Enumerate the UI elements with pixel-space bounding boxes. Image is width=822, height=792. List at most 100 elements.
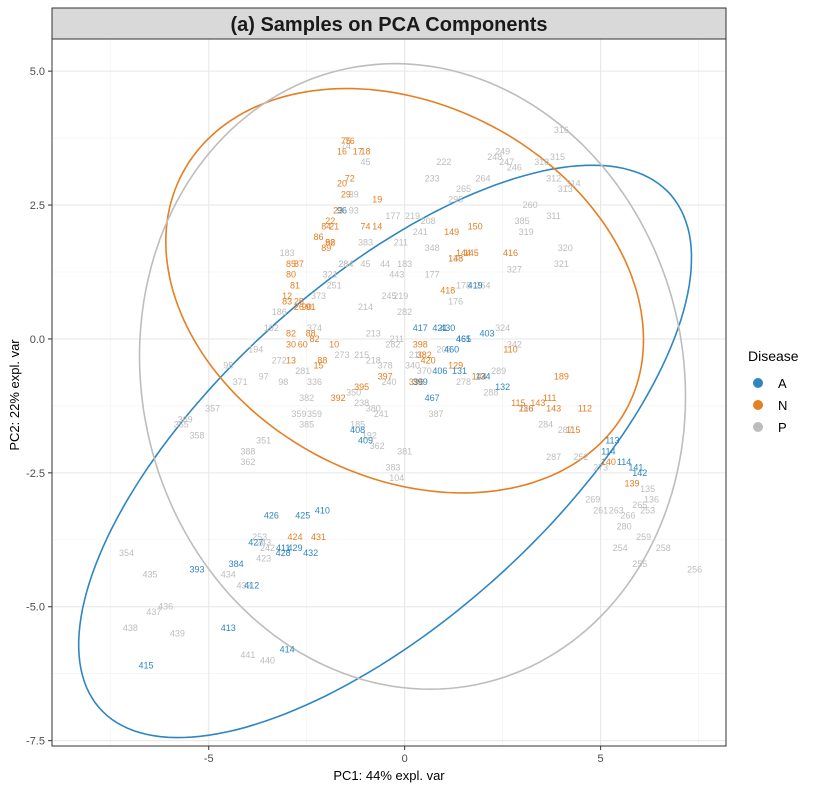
legend-key-N [753,400,763,410]
point-label-P: 443 [389,270,404,280]
point-label-N: 418 [440,286,455,296]
point-label-N: 149 [444,227,459,237]
point-label-N: 26 [294,302,304,312]
point-label-A: 428 [276,548,291,558]
legend-key-A [753,378,763,388]
point-label-P: 434 [221,570,236,580]
point-label-A: 412 [244,580,259,590]
point-label-P: 248 [487,152,502,162]
point-label-P: 264 [475,173,490,183]
point-label-A: 403 [479,329,494,339]
point-label-A: 432 [303,548,318,558]
point-label-P: 312 [546,173,561,183]
point-label-N: 144 [456,248,471,258]
plot-background [52,39,726,746]
point-label-P: 351 [256,436,271,446]
point-label-P: 385 [299,420,314,430]
point-label-A: 132 [495,382,510,392]
point-label-P: 269 [585,495,600,505]
point-label-N: 60 [298,339,308,349]
point-label-N: 30 [286,339,296,349]
point-label-P: 260 [523,200,538,210]
point-label-N: 148 [448,254,463,264]
point-label-N: 424 [287,532,302,542]
legend-title: Disease [748,348,799,364]
point-label-N: 90 [302,302,312,312]
point-label-P: 284 [338,259,353,269]
point-label-P: 208 [436,345,451,355]
legend-label-P: P [778,420,787,435]
point-label-P: 194 [248,345,263,355]
point-label-P: 210 [409,350,424,360]
x-axis-title: PC1: 44% expl. var [333,768,445,783]
point-label-A: 429 [287,543,302,553]
point-label-P: 273 [334,350,349,360]
point-label-P: 287 [546,452,561,462]
gridlines [52,39,726,746]
point-label-P: 369 [178,414,193,424]
point-label-P: 249 [495,147,510,157]
point-label-P: 95 [223,361,233,371]
ellipse-N [164,87,645,494]
point-label-P: 440 [260,655,275,665]
point-label-N: 397 [378,371,393,381]
point-label-P: 350 [346,388,361,398]
point-label-P: 362 [240,457,255,467]
point-label-N: 18 [360,147,370,157]
y-tick-label: 0.0 [30,334,45,346]
point-label-P: 278 [456,377,471,387]
point-label-N: 82 [309,334,319,344]
point-label-N: 21 [329,222,339,232]
point-label-N: 189 [554,371,569,381]
point-label-P: 358 [189,430,204,440]
point-label-N: 15 [313,361,323,371]
point-label-P: 218 [366,355,381,365]
point-label-A: 393 [189,564,204,574]
point-label-A: 413 [221,623,236,633]
point-label-P: 233 [425,173,440,183]
point-label-N: 88 [306,329,316,339]
point-label-P: 321 [323,270,338,280]
point-label-A: 113 [605,436,619,446]
point-label-N: 14 [372,222,382,232]
point-label-N: 85 [286,259,296,269]
point-label-N: 416 [503,248,518,258]
point-label-P: 261 [593,505,608,515]
y-tick-label: 2.5 [30,200,45,212]
point-label-A: 465 [456,334,471,344]
point-label-P: 357 [205,404,220,414]
point-label-N: 82 [286,329,296,339]
point-label-P: 311 [546,211,560,221]
point-label-P: 385 [515,216,530,226]
point-label-P: 289 [491,366,506,376]
point-label-N: 19 [372,195,382,205]
point-label-P: 44 [380,259,390,269]
point-label-P: 185 [350,420,365,430]
ellipse-A [77,164,693,739]
point-label-P: 45 [360,259,370,269]
point-label-P: 295 [448,195,463,205]
point-label-P: 359 [307,409,322,419]
point-label-P: 433 [236,580,251,590]
point-label-A: 114 [601,446,615,456]
point-label-P: 348 [425,243,440,253]
point-label-N: 16 [337,147,347,157]
point-label-A: 461 [456,334,471,344]
point-label-N: 91 [306,302,316,312]
point-label-A: 410 [315,505,330,515]
x-tick-label: 0 [402,753,408,765]
point-label-P: 259 [636,532,651,542]
point-label-P: 93 [349,205,359,215]
point-label-P: 313 [558,184,573,194]
point-label-N: 23 [333,205,343,215]
point-label-P: 272 [272,355,287,365]
point-label-P: 219 [393,291,408,301]
point-label-N: 396 [409,377,424,387]
point-label-A: 384 [229,559,244,569]
point-label-P: 74 [341,141,351,151]
point-label-N: 398 [413,339,428,349]
confidence-ellipses [77,62,693,739]
point-label-A: 406 [432,366,447,376]
point-label-A: 142 [632,468,647,478]
